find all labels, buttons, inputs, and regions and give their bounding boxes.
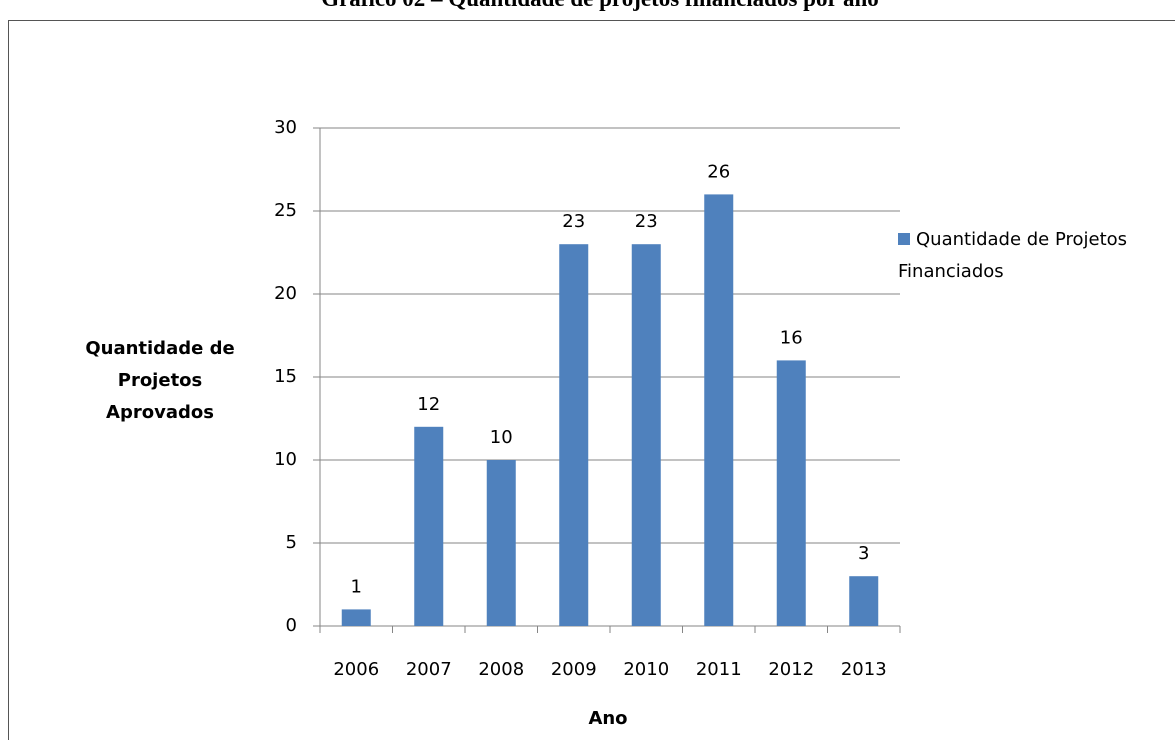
legend-label: Quantidade de Projetos Financiados <box>898 229 1128 282</box>
data-label: 3 <box>858 543 869 564</box>
x-axis-label: Ano <box>588 708 628 729</box>
bar <box>704 194 734 626</box>
x-tick-label: 2007 <box>406 659 452 680</box>
data-label: 16 <box>780 327 803 348</box>
bar <box>849 576 879 626</box>
chart-title: Gráfico 02 – Quantidade de projetos fina… <box>321 0 879 11</box>
bar <box>341 609 371 626</box>
data-label: 10 <box>490 427 513 448</box>
x-tick-label: 2013 <box>841 659 887 680</box>
x-tick-label: 2006 <box>333 659 379 680</box>
y-tick-label: 10 <box>274 449 297 470</box>
data-label: 23 <box>635 211 658 232</box>
x-tick-label: 2010 <box>623 659 669 680</box>
bar <box>559 244 589 626</box>
y-tick-label: 30 <box>274 117 297 138</box>
bar <box>776 360 806 626</box>
y-tick-label: 0 <box>286 615 297 636</box>
bar <box>414 426 444 626</box>
chart-frame <box>8 20 1175 740</box>
data-label: 23 <box>562 211 585 232</box>
bar <box>486 460 516 626</box>
data-label: 1 <box>351 576 362 597</box>
x-tick-label: 2012 <box>768 659 814 680</box>
legend-key <box>898 233 910 245</box>
x-tick-label: 2009 <box>551 659 597 680</box>
legend: Quantidade de Projetos Financiados <box>898 224 1175 288</box>
bar <box>631 244 661 626</box>
x-tick-label: 2011 <box>696 659 742 680</box>
y-tick-label: 5 <box>286 532 297 553</box>
data-label: 26 <box>707 161 730 182</box>
data-label: 12 <box>417 394 440 415</box>
y-tick-label: 15 <box>274 366 297 387</box>
y-axis-label: Quantidade de Projetos Aprovados <box>85 338 235 423</box>
y-tick-label: 20 <box>274 283 297 304</box>
x-tick-label: 2008 <box>478 659 524 680</box>
y-tick-label: 25 <box>274 200 297 221</box>
